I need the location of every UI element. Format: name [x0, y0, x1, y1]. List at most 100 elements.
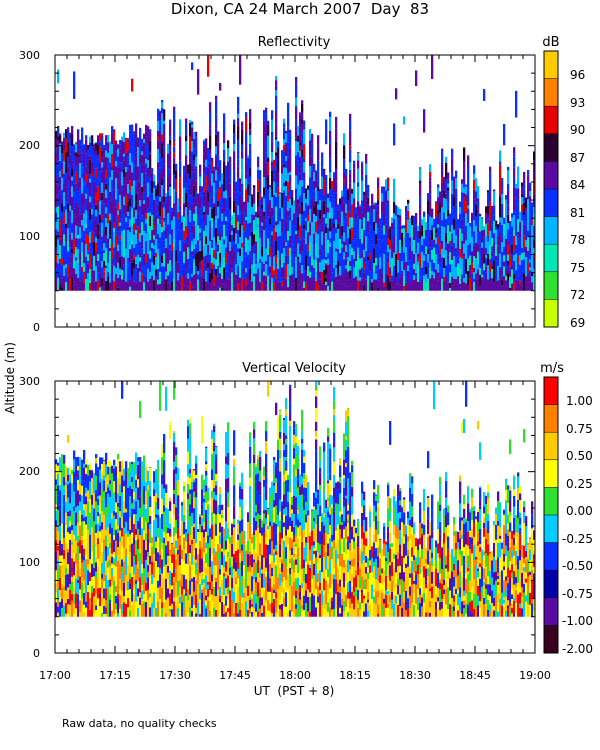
heatmap-cell: [103, 175, 106, 187]
heatmap-cell: [385, 190, 388, 204]
heatmap-cell: [103, 605, 106, 614]
heatmap-cell: [323, 180, 326, 195]
heatmap-cell: [195, 613, 198, 617]
heatmap-cell: [63, 573, 66, 587]
heatmap-cell: [325, 213, 328, 219]
heatmap-cell: [115, 603, 118, 610]
heatmap-cell: [261, 225, 264, 230]
heatmap-cell: [181, 259, 184, 265]
heatmap-cell: [177, 528, 180, 539]
heatmap-cell: [261, 196, 264, 198]
heatmap-cell: [57, 185, 60, 195]
heatmap-cell: [523, 259, 526, 274]
heatmap-cell: [311, 265, 314, 271]
heatmap-cell: [105, 265, 108, 269]
heatmap-cell: [117, 478, 120, 494]
heatmap-cell: [191, 213, 194, 223]
heatmap-cell: [363, 207, 366, 218]
heatmap-cell: [157, 117, 160, 121]
heatmap-cell: [137, 607, 140, 617]
heatmap-cell: [173, 554, 176, 570]
heatmap-cell: [85, 593, 88, 602]
heatmap-cell: [129, 496, 132, 508]
heatmap-cell: [525, 197, 528, 208]
heatmap-cell: [183, 173, 186, 188]
heatmap-cell: [381, 193, 384, 202]
heatmap-cell: [105, 145, 108, 151]
heatmap-cell: [213, 229, 216, 238]
heatmap-cell: [451, 173, 454, 181]
heatmap-cell: [165, 226, 168, 239]
heatmap-cell: [125, 137, 128, 139]
heatmap-cell: [369, 230, 372, 246]
heatmap-cell: [149, 226, 152, 240]
heatmap-cell: [211, 161, 214, 171]
heatmap-cell: [55, 200, 58, 208]
heatmap-cell: [285, 186, 288, 196]
heatmap-cell: [257, 227, 260, 242]
heatmap-cell: [135, 595, 138, 602]
heatmap-cell: [201, 260, 204, 276]
heatmap-cell: [223, 113, 226, 115]
heatmap-cell: [215, 125, 218, 129]
heatmap-cell: [209, 547, 212, 560]
heatmap-cell: [507, 183, 510, 191]
heatmap-cell: [189, 565, 192, 581]
heatmap-cell: [159, 167, 162, 174]
heatmap-cell: [113, 510, 116, 516]
heatmap-cell: [123, 527, 126, 534]
heatmap-cell: [215, 180, 218, 192]
heatmap-cell: [527, 221, 530, 231]
heatmap-cell: [495, 260, 498, 271]
heatmap-cell: [205, 503, 208, 510]
heatmap-cell: [205, 491, 208, 504]
heatmap-cell: [399, 276, 402, 286]
heatmap-cell: [103, 250, 106, 254]
heatmap-cell: [165, 492, 168, 508]
heatmap-cell: [509, 220, 512, 228]
heatmap-cell: [453, 196, 456, 207]
heatmap-cell: [231, 215, 234, 226]
heatmap-cell: [237, 205, 240, 213]
heatmap-cell: [159, 526, 162, 538]
heatmap-cell: [513, 278, 516, 283]
heatmap-cell: [527, 282, 530, 288]
heatmap-cell: [161, 220, 164, 228]
heatmap-cell: [159, 605, 162, 613]
heatmap-cell: [147, 268, 150, 282]
heatmap-cell: [115, 140, 118, 152]
heatmap-cell: [383, 265, 386, 279]
heatmap-cell: [89, 590, 92, 599]
heatmap-cell: [291, 220, 294, 231]
heatmap-cell: [183, 239, 186, 243]
heatmap-cell: [331, 244, 334, 260]
heatmap-cell: [77, 522, 80, 536]
heatmap-cell: [159, 262, 162, 272]
heatmap-cell: [169, 209, 172, 214]
heatmap-cell: [439, 191, 442, 203]
heatmap-cell: [273, 282, 276, 291]
heatmap-cell: [505, 269, 508, 276]
heatmap-cell: [105, 198, 108, 208]
heatmap-cell: [187, 476, 190, 484]
heatmap-cell: [171, 243, 174, 251]
heatmap-cell: [195, 497, 198, 504]
heatmap-cell: [287, 181, 290, 193]
heatmap-cell: [133, 180, 136, 188]
heatmap-cell: [89, 559, 92, 573]
heatmap-cell: [177, 222, 180, 230]
heatmap-cell: [65, 557, 68, 568]
heatmap-cell: [533, 160, 536, 174]
heatmap-cell: [361, 225, 364, 229]
heatmap-cell: [195, 503, 198, 519]
heatmap-cell: [263, 271, 266, 276]
heatmap-cell: [63, 504, 66, 508]
heatmap-cell: [329, 130, 332, 141]
heatmap-cell: [121, 256, 124, 271]
heatmap-cell: [159, 154, 162, 168]
heatmap-cell: [209, 128, 212, 136]
heatmap-cell: [251, 231, 254, 247]
heatmap-cell: [123, 279, 126, 291]
heatmap-cell: [363, 229, 366, 237]
heatmap-cell: [81, 132, 84, 145]
